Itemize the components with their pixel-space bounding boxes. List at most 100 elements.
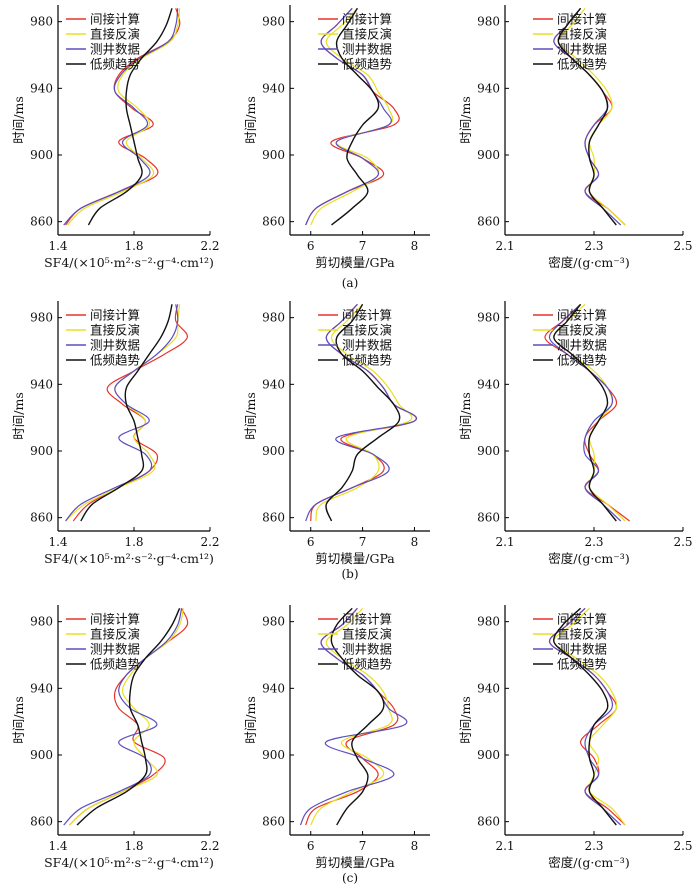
panel-1-2-x-label: 密度/(g·cm⁻³) — [548, 551, 629, 566]
panel-0-1-xtick-label: 8 — [411, 239, 419, 253]
panel-2-0-series-well — [63, 608, 183, 826]
panel-1-1-xtick-label: 6 — [307, 535, 315, 549]
panel-2-0-series-direct — [68, 608, 184, 826]
panel-1-2-series-trend — [553, 303, 617, 522]
panel-1-2: 860 900 940 980 2.1 2.3 2.5 密度/(g·cm⁻³) 时间/ms 间接计… — [458, 301, 693, 566]
panel-0-2-ytick-label: 940 — [477, 81, 500, 95]
panel-1-0-y-label: 时间/ms — [11, 392, 26, 439]
panel-0-1-legend-label-trend: 低频趋势 — [342, 57, 393, 72]
panel-2-1-legend-label-direct: 直接反演 — [342, 627, 392, 642]
panel-1-2-ytick-label: 900 — [477, 444, 500, 458]
panel-1-0-ytick-label: 860 — [30, 511, 53, 525]
panel-2-2-legend-label-direct: 直接反演 — [557, 627, 607, 642]
panel-2-2-ytick-label: 860 — [477, 815, 500, 829]
panel-2-2-legend-label-well: 测井数据 — [557, 642, 607, 657]
panel-0-1: 860 900 940 980 6 7 8 剪切模量/GPa 时间/ms 间接计算直接反演测井数据… — [243, 5, 430, 270]
panel-1-0: 860 900 940 980 1.4 1.8 2.2 SF4/(×10⁵·m²·s⁻²·g⁻… — [11, 301, 220, 566]
panel-1-1-legend-label-trend: 低频趋势 — [342, 353, 393, 368]
panel-0-1-series-trend — [331, 7, 380, 226]
panel-2-2-legend-label-indirect: 间接计算 — [557, 612, 607, 627]
panel-1-0-legend-label-well: 测井数据 — [90, 338, 140, 353]
panel-2-1-legend-label-well: 测井数据 — [342, 642, 392, 657]
panel-2-0: 860 900 940 980 1.4 1.8 2.2 SF4/(×10⁵·m²·s⁻²·g⁻… — [11, 605, 220, 870]
panel-2-0-legend-label-indirect: 间接计算 — [90, 612, 140, 627]
panel-2-1-ytick-label: 940 — [262, 681, 285, 695]
panel-1-0-series-well — [65, 304, 179, 522]
panel-0-1-ytick-label: 860 — [262, 215, 285, 229]
panel-1-0-legend-label-indirect: 间接计算 — [90, 308, 140, 323]
panel-0-0-xtick-label: 1.8 — [124, 239, 143, 253]
panel-1-1-xtick-label: 7 — [359, 535, 367, 549]
panel-0-2-legend-label-trend: 低频趋势 — [557, 57, 608, 72]
panel-0-2-legend-label-well: 测井数据 — [557, 42, 607, 57]
panel-2-2-xtick-label: 2.3 — [584, 839, 603, 853]
panel-2-2-legend-label-trend: 低频趋势 — [557, 657, 608, 672]
panel-2-0-xtick-label: 2.2 — [200, 839, 219, 853]
panel-2-2-y-label: 时间/ms — [458, 696, 473, 743]
panel-1-0-ytick-label: 900 — [30, 444, 53, 458]
panel-2-2-xtick-label: 2.1 — [495, 839, 514, 853]
panel-2-2-x-label: 密度/(g·cm⁻³) — [548, 855, 629, 870]
panel-0-1-legend-label-direct: 直接反演 — [342, 27, 392, 42]
panel-0-1-ytick-label: 940 — [262, 81, 285, 95]
panel-1-1-ytick-label: 980 — [262, 311, 285, 325]
panel-2-1-x-label: 剪切模量/GPa — [315, 855, 395, 870]
panel-2-1-y-label: 时间/ms — [243, 696, 258, 743]
panel-1-1-y-label: 时间/ms — [243, 392, 258, 439]
panel-1-0-series-trend — [80, 304, 173, 522]
panel-0-2-legend-label-direct: 直接反演 — [557, 27, 607, 42]
panel-0-1-series-well — [305, 7, 392, 226]
panel-0-0-ytick-label: 940 — [30, 81, 53, 95]
panel-1-1-ytick-label: 940 — [262, 377, 285, 391]
panel-2-0-y-label: 时间/ms — [11, 696, 26, 743]
panel-0-2-xtick-label: 2.5 — [673, 239, 692, 253]
panel-2-0-ytick-label: 900 — [30, 748, 53, 762]
panel-0-1-series-direct — [310, 7, 394, 226]
panel-0-0-ytick-label: 900 — [30, 148, 53, 162]
panel-0-1-ytick-label: 980 — [262, 15, 285, 29]
panel-0-1-xtick-label: 6 — [307, 239, 315, 253]
panel-1-0-x-label: SF4/(×10⁵·m²·s⁻²·g⁻⁴·cm¹²) — [44, 551, 214, 566]
panel-0-2-y-label: 时间/ms — [458, 96, 473, 143]
panel-0-0-legend-label-indirect: 间接计算 — [90, 12, 140, 27]
panel-2-1-ytick-label: 860 — [262, 815, 285, 829]
panel-1-0-legend-label-direct: 直接反演 — [90, 323, 140, 338]
panel-0-2-ytick-label: 980 — [477, 15, 500, 29]
panel-0-1-legend-label-well: 测井数据 — [342, 42, 392, 57]
panel-0-0-ytick-label: 980 — [30, 15, 53, 29]
panel-2-0-ytick-label: 860 — [30, 815, 53, 829]
panel-2-2-xtick-label: 2.5 — [673, 839, 692, 853]
panel-2-1-ytick-label: 980 — [262, 615, 285, 629]
panel-1-1-ytick-label: 860 — [262, 511, 285, 525]
panel-0-0-ytick-label: 860 — [30, 215, 53, 229]
panel-1-0-legend-label-trend: 低频趋势 — [90, 353, 141, 368]
panel-2-0-xtick-label: 1.4 — [48, 839, 67, 853]
panel-0-0-legend-label-direct: 直接反演 — [90, 27, 140, 42]
panel-2-1-series-trend — [330, 607, 385, 826]
panel-1-2-ytick-label: 940 — [477, 377, 500, 391]
panel-1-1-xtick-label: 8 — [411, 535, 419, 549]
panel-0-2-ytick-label: 860 — [477, 215, 500, 229]
caption-c: (c) — [342, 871, 358, 885]
panel-1-1-series-direct — [315, 303, 413, 522]
panel-2-2-ytick-label: 980 — [477, 615, 500, 629]
panel-0-1-ytick-label: 900 — [262, 148, 285, 162]
panel-0-0-series-well — [63, 8, 179, 226]
panel-0-2-legend-label-indirect: 间接计算 — [557, 12, 607, 27]
panel-2-1-xtick-label: 7 — [359, 839, 367, 853]
panel-2-0-xtick-label: 1.8 — [124, 839, 143, 853]
panel-2-1-xtick-label: 8 — [411, 839, 419, 853]
panel-2-1-series-well — [299, 607, 408, 826]
panel-1-0-xtick-label: 2.2 — [200, 535, 219, 549]
panel-1-1-legend-label-well: 测井数据 — [342, 338, 392, 353]
panel-0-0-series-direct — [67, 8, 181, 226]
panel-1-2-xtick-label: 2.3 — [584, 535, 603, 549]
panel-0-0-xtick-label: 2.2 — [200, 239, 219, 253]
panel-1-0-xtick-label: 1.4 — [48, 535, 67, 549]
